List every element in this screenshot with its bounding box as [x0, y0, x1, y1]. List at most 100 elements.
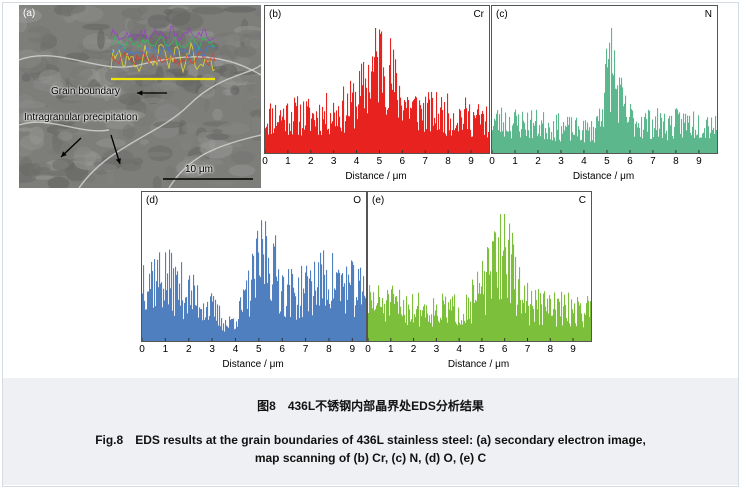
histogram-bar [568, 124, 570, 153]
histogram-bar [276, 125, 278, 153]
histogram-bar [281, 120, 283, 153]
histogram-bar [692, 126, 694, 153]
histogram-bar [293, 287, 295, 341]
histogram-bar [529, 325, 531, 341]
histogram-bar [337, 126, 339, 153]
x-tick-label: 1 [388, 344, 394, 355]
histogram-bar [517, 304, 519, 341]
histogram-bar [343, 286, 345, 341]
histogram-bar [317, 287, 319, 341]
histogram-bar [626, 116, 628, 153]
histogram-bar [303, 288, 305, 341]
histogram-bar [555, 309, 557, 341]
histogram-bar [495, 120, 497, 153]
histogram-bar [274, 246, 276, 341]
histogram-bar [337, 273, 339, 341]
histogram-bar [194, 285, 196, 341]
histogram-bar [425, 96, 427, 153]
histogram-bar [340, 301, 342, 341]
histogram-bar [656, 130, 658, 153]
histogram-bar [673, 138, 675, 153]
histogram-bar [278, 269, 280, 341]
histogram-bar [346, 115, 348, 153]
histogram-bar [627, 122, 629, 153]
histogram-bar [231, 318, 233, 341]
histogram-bar [424, 131, 426, 153]
histogram-bar [400, 306, 402, 341]
histogram-bar [428, 92, 430, 153]
histogram-bar [430, 131, 432, 153]
histogram-bar [543, 293, 545, 341]
x-tick-label: 2 [410, 344, 417, 355]
histogram-bar [290, 317, 292, 341]
histogram-bar [332, 253, 334, 341]
histogram-bar [593, 126, 595, 153]
histogram-bar [478, 104, 480, 153]
histogram-bar [199, 307, 201, 341]
histogram-bar [220, 326, 222, 341]
histogram-bar [306, 265, 308, 341]
histogram-bar [330, 113, 332, 153]
x-tick-label: 9 [696, 156, 702, 167]
histogram-bar [571, 299, 573, 341]
histogram-bar [562, 325, 564, 341]
histogram-bar [484, 271, 486, 341]
histogram-bar [400, 97, 402, 153]
histogram-bar [166, 290, 168, 341]
histogram-bar [454, 294, 456, 341]
x-tick-label: 1 [162, 344, 169, 355]
histogram-bar [628, 121, 630, 153]
histogram-bar [423, 306, 425, 341]
histogram-bar [591, 121, 593, 153]
histogram-bar [684, 122, 686, 153]
histogram-bar [472, 279, 474, 341]
histogram-bar [345, 121, 347, 153]
histogram-bar [449, 309, 451, 341]
histogram-bar [536, 109, 538, 153]
histogram-bar [565, 304, 567, 341]
histogram-bar [354, 317, 356, 341]
x-tick-label: 4 [353, 156, 360, 167]
histogram-bar [496, 271, 498, 341]
histogram-bar [567, 321, 569, 341]
histogram-bar [513, 123, 515, 153]
histogram-bar [155, 306, 157, 341]
histogram-bar [507, 131, 509, 153]
histogram-bar [554, 292, 556, 341]
histogram-bar [555, 140, 557, 153]
c-histogram [368, 214, 591, 341]
histogram-bar [217, 304, 219, 341]
histogram-bar [510, 131, 512, 153]
histogram-bar [370, 292, 372, 341]
histogram-bar [590, 301, 591, 341]
histogram-bar [694, 138, 696, 153]
histogram-bar [505, 112, 507, 153]
histogram-bar [496, 113, 498, 153]
histogram-bar [404, 100, 406, 153]
histogram-bar [326, 92, 328, 153]
histogram-bar [421, 108, 423, 153]
histogram-bar [503, 250, 505, 341]
histogram-bar [486, 271, 488, 341]
histogram-bar [520, 300, 522, 341]
histogram-bar [207, 301, 209, 341]
histogram-bar [335, 126, 337, 153]
histogram-bar [390, 38, 392, 153]
x-tick-label: 8 [445, 156, 451, 167]
histogram-bar [415, 96, 417, 153]
histogram-bar [396, 296, 398, 341]
histogram-bar [564, 130, 566, 153]
histogram-bar [438, 321, 440, 341]
histogram-bar [514, 112, 516, 153]
histogram-bar [283, 108, 285, 153]
histogram-bar [587, 296, 589, 341]
histogram-bar [509, 223, 511, 341]
histogram-bar [272, 108, 274, 153]
histogram-bar [489, 274, 491, 341]
histogram-bar [311, 281, 313, 341]
histogram-bar [353, 264, 355, 341]
histogram-bar [583, 120, 585, 153]
histogram-bar [519, 267, 521, 341]
histogram-bar [438, 113, 440, 153]
histogram-bar [453, 306, 455, 341]
